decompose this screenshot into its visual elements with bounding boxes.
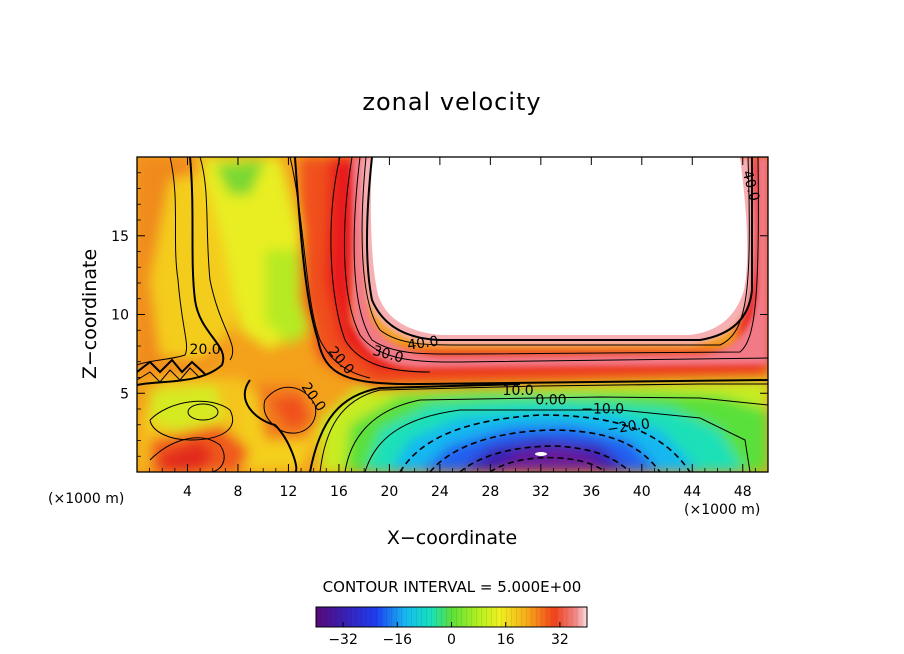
- x-tick-label: 20: [380, 484, 398, 500]
- colorbar-ticks: −32 −16 0 16 32: [328, 622, 569, 648]
- colorbar-tick-label: −16: [383, 632, 413, 648]
- x-axis-label: X−coordinate: [386, 527, 518, 549]
- x-tick-label: 36: [582, 484, 600, 500]
- contour-label: 10.0: [503, 383, 534, 399]
- contour-interval-note: CONTOUR INTERVAL = 5.000E+00: [322, 578, 582, 596]
- x-tick-label: 32: [532, 484, 550, 500]
- x-tick-label: 4: [183, 484, 192, 500]
- velocity-field: [137, 157, 768, 472]
- x-axis: 4 8 12 16 20 24 28 32 36 40 44 48: [149, 157, 756, 500]
- x-unit-right: (×1000 m): [684, 502, 761, 518]
- chart-title: zonal velocity: [362, 88, 542, 116]
- contour-label: −10.0: [581, 402, 624, 418]
- contour-label: 0.00: [535, 392, 566, 408]
- contour-label: 40.0: [406, 334, 439, 354]
- x-tick-label: 44: [683, 484, 701, 500]
- colorbar-tick-label: 32: [551, 632, 569, 648]
- contour-label: 20.0: [190, 342, 221, 358]
- colorbar-tick-label: 16: [497, 632, 515, 648]
- contour-label: 30.0: [371, 343, 405, 367]
- y-axis-label: Z−coordinate: [79, 248, 101, 380]
- contour-label: 40.0: [739, 169, 763, 203]
- colorbar-tick-label: 0: [447, 632, 456, 648]
- x-tick-label: 8: [233, 484, 242, 500]
- x-tick-label: 16: [330, 484, 348, 500]
- x-tick-label: 28: [481, 484, 499, 500]
- x-tick-label: 24: [431, 484, 449, 500]
- x-tick-label: 12: [280, 484, 298, 500]
- colorbar-tick-label: −32: [328, 632, 358, 648]
- contour-label: −20.0: [606, 416, 651, 438]
- x-tick-label: 40: [633, 484, 651, 500]
- y-tick-label: 10: [111, 308, 129, 324]
- x-tick-label: 48: [734, 484, 752, 500]
- y-tick-label: 5: [120, 386, 129, 402]
- y-axis: 5 10 15: [111, 172, 768, 457]
- x-unit-left: (×1000 m): [48, 491, 125, 507]
- y-tick-label: 15: [111, 229, 129, 245]
